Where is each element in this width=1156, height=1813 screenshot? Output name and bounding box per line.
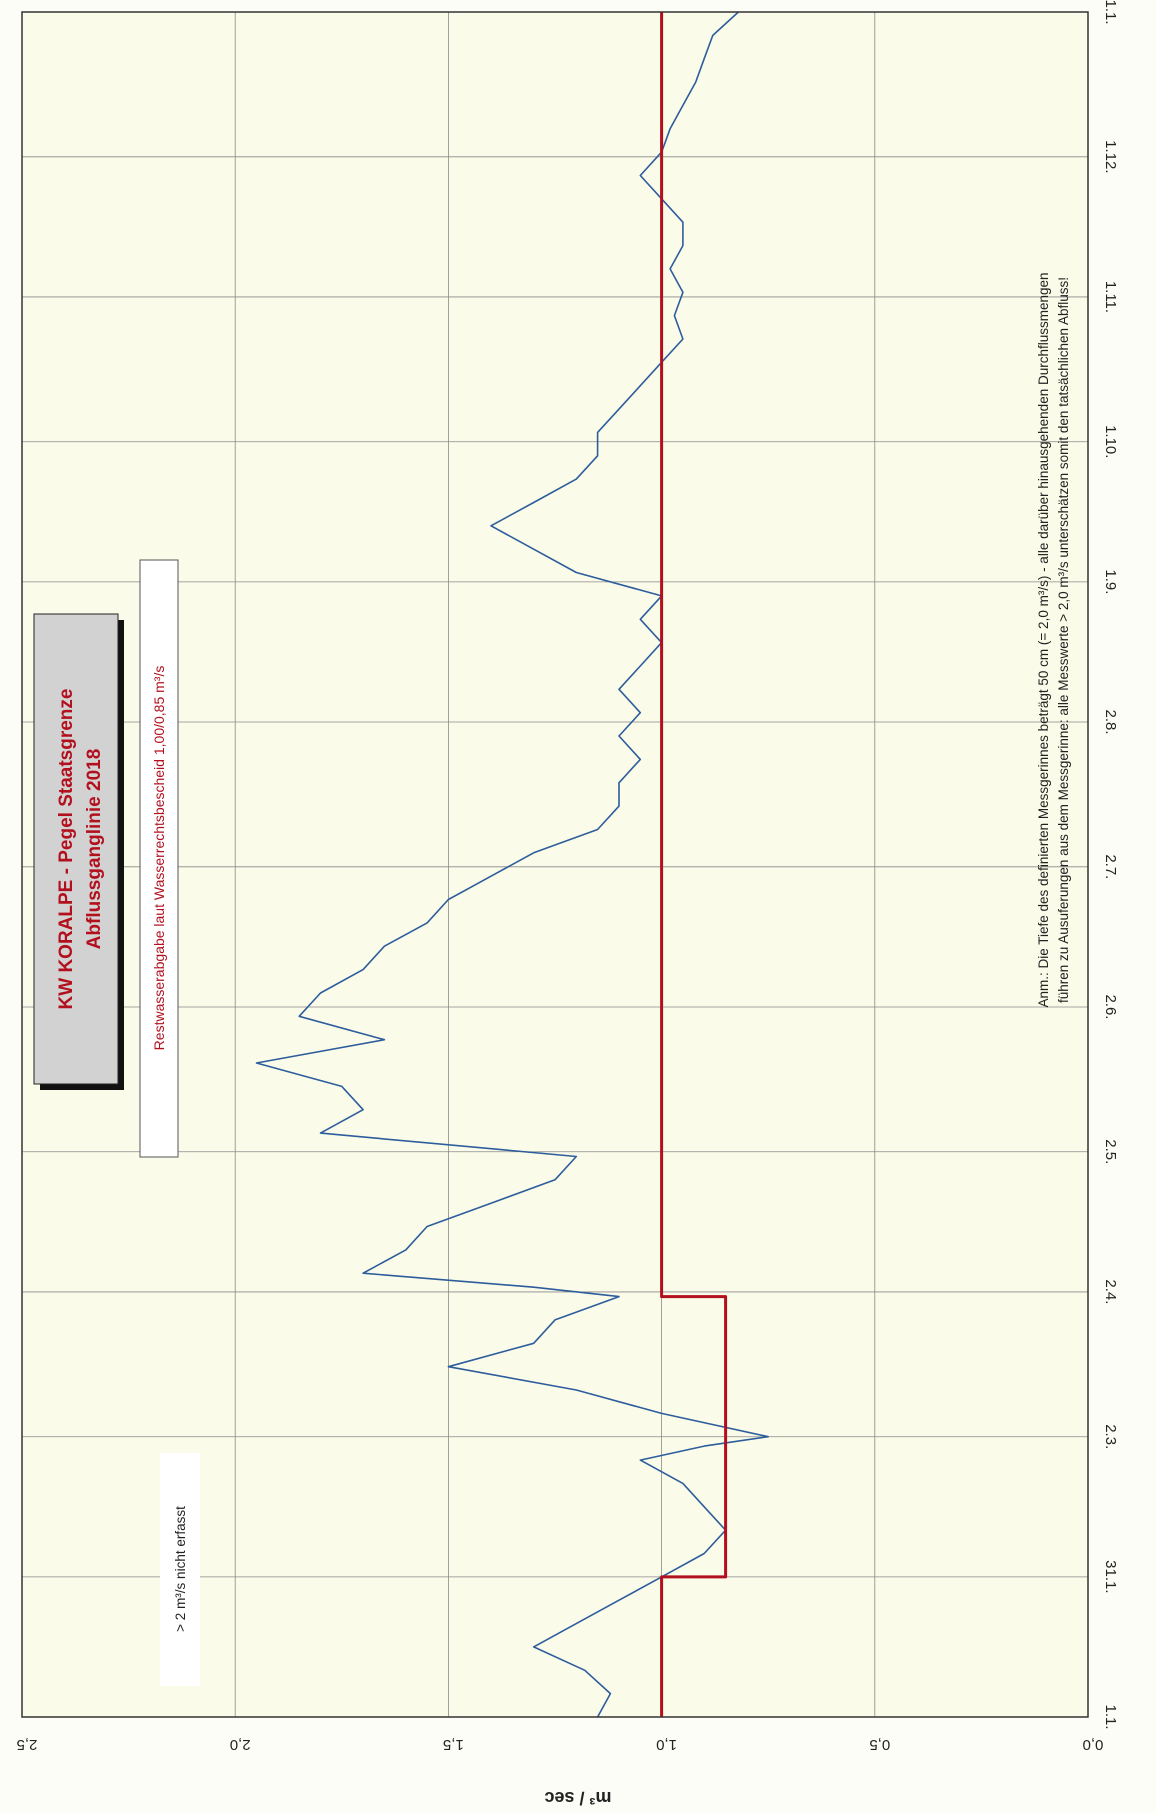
series-layer xyxy=(255,11,770,1718)
title-box: KW KORALPE - Pegel Staatsgrenze Abflussg… xyxy=(33,613,124,1090)
date-tick-label: 1.1. xyxy=(1102,0,1119,25)
restwasser-box: Restwasserabgabe laut Wasserrechtsbesche… xyxy=(139,559,179,1158)
value-tick-label: 0,5 xyxy=(869,1736,890,1753)
date-tick-label: 2.4. xyxy=(1102,1279,1119,1304)
series-abfluss xyxy=(255,11,770,1718)
date-tick-label: 1.10. xyxy=(1102,425,1119,458)
note-line-2: führen zu Ausuferungen aus dem Messgerin… xyxy=(1056,277,1071,1003)
chart-title: KW KORALPE - Pegel Staatsgrenze xyxy=(56,689,77,1010)
date-tick-label: 1.1. xyxy=(1102,1704,1119,1729)
chart-subtitle: Abflussganglinie 2018 xyxy=(84,749,105,950)
date-tick-label: 1.9. xyxy=(1102,569,1119,594)
plot-background xyxy=(22,12,1088,1717)
y-axis-title: m³ / sec xyxy=(544,1788,611,1808)
date-tick-label: 2.7. xyxy=(1102,854,1119,879)
value-tick-label: 2,0 xyxy=(230,1736,251,1753)
date-tick-label: 2.3. xyxy=(1102,1424,1119,1449)
date-tick-label: 31.1. xyxy=(1102,1560,1119,1593)
date-tick-label: 2.8. xyxy=(1102,710,1119,735)
plot-border xyxy=(21,11,1089,1718)
date-tick-label: 2.5. xyxy=(1102,1139,1119,1164)
value-tick-label: 1,5 xyxy=(443,1736,464,1753)
not-recorded-box: > 2 m³/s nicht erfasst xyxy=(160,1453,200,1686)
tick-labels: 0,0 0,5 1,0 1,5 2,0 2,5 1.1. 31.1. 2.3. 2.4. 2.5. 2… xyxy=(17,0,1119,1753)
restwasser-label: Restwasserabgabe laut Wasserrechtsbesche… xyxy=(151,666,167,1051)
value-tick-label: 0,0 xyxy=(1083,1736,1104,1753)
value-tick-label: 1,0 xyxy=(656,1736,677,1753)
date-tick-label: 2.6. xyxy=(1102,994,1119,1019)
not-recorded-label: > 2 m³/s nicht erfasst xyxy=(173,1506,188,1632)
date-tick-label: 1.12. xyxy=(1102,140,1119,173)
date-tick-label: 1.11. xyxy=(1102,281,1119,313)
value-tick-label: 2,5 xyxy=(17,1736,38,1753)
note-line-1: Anm.: Die Tiefe des definierten Messgeri… xyxy=(1036,272,1051,1007)
series-restwasser xyxy=(660,12,728,1717)
